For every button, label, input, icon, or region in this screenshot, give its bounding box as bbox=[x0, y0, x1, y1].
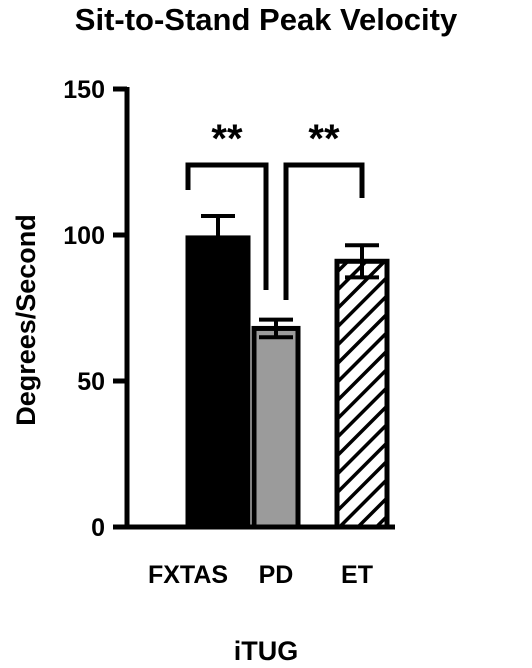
y-tick-label: 0 bbox=[91, 514, 105, 542]
significance-bracket: ** bbox=[283, 117, 365, 300]
error-bar-et bbox=[345, 243, 379, 280]
significance-bracket: ** bbox=[185, 117, 269, 290]
x-tick-label: ET bbox=[341, 561, 373, 589]
significance-label: ** bbox=[308, 117, 340, 161]
bar-fxtas bbox=[185, 235, 251, 530]
y-axis-label: Degrees/Second bbox=[11, 214, 41, 426]
x-tick-label: PD bbox=[259, 561, 294, 589]
bars bbox=[185, 235, 390, 530]
y-tick-label: 100 bbox=[63, 222, 105, 250]
y-tick-label: 150 bbox=[63, 76, 105, 104]
bar-et bbox=[334, 258, 390, 530]
x-axis-label: iTUG bbox=[234, 636, 299, 666]
x-tick-label: FXTAS bbox=[148, 561, 228, 589]
bar-pd bbox=[251, 325, 301, 530]
axes: 0 50 100 150 bbox=[63, 76, 395, 542]
error-bars bbox=[201, 214, 379, 340]
significance-brackets: ** ** bbox=[185, 117, 365, 300]
category-labels: FXTAS PD ET bbox=[148, 561, 373, 589]
chart-title: Sit-to-Stand Peak Velocity bbox=[75, 2, 458, 37]
y-tick-label: 50 bbox=[77, 368, 105, 396]
error-bar-pd bbox=[259, 317, 293, 340]
error-bar-fxtas bbox=[201, 214, 235, 262]
significance-label: ** bbox=[211, 117, 243, 161]
